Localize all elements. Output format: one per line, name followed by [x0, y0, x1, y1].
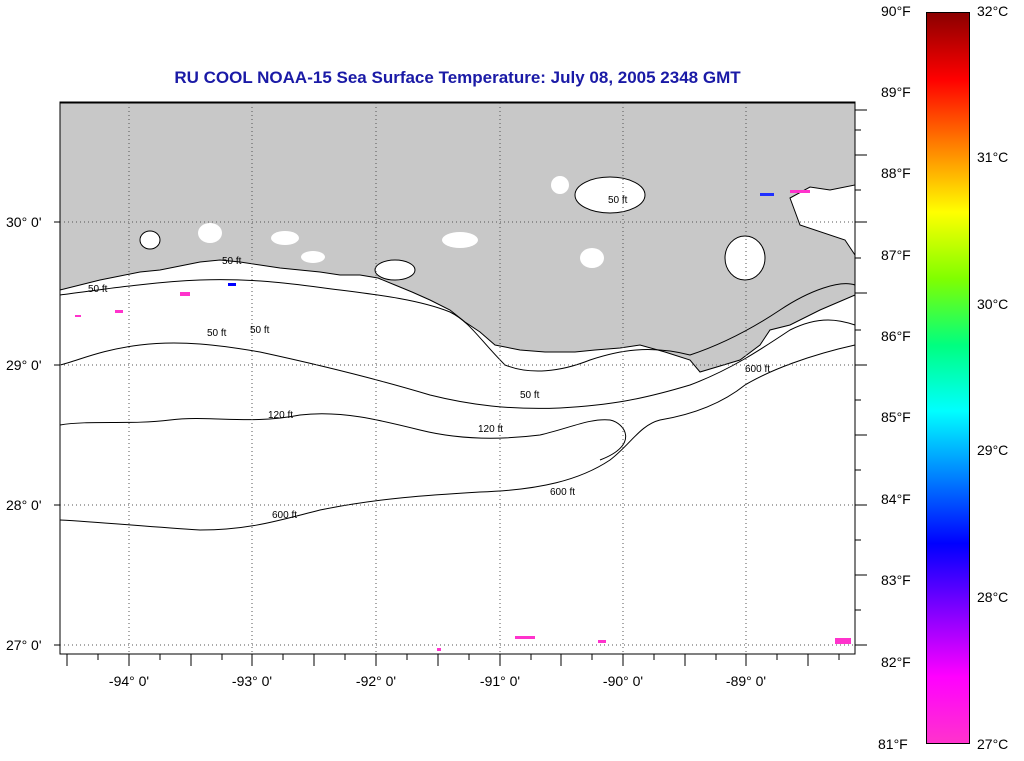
- colorbar-f-label: 81°F: [878, 736, 908, 752]
- colorbar-c-label: 29°C: [977, 442, 1009, 458]
- lake: [271, 231, 299, 245]
- contour-label: 600 ft: [272, 510, 297, 521]
- map-title: RU COOL NOAA-15 Sea Surface Temperature:…: [174, 68, 741, 87]
- colorbar-f-label: 85°F: [881, 409, 911, 425]
- colorbar-f-label: 86°F: [881, 328, 911, 344]
- lon-label: -94° 0': [108, 673, 150, 689]
- sst-pixels: [75, 190, 851, 651]
- lon-label: -91° 0': [479, 673, 521, 689]
- lake: [580, 248, 604, 268]
- colorbar-c-label: 31°C: [977, 149, 1009, 165]
- colorbar-c-label: 28°C: [977, 589, 1009, 605]
- lat-label: 27° 0': [6, 637, 42, 653]
- colorbar-f-label: 82°F: [881, 654, 911, 670]
- lake: [301, 251, 325, 263]
- lake: [574, 176, 646, 214]
- lat-gridlines: [60, 221, 855, 646]
- contour-120ft: [59, 319, 856, 409]
- colorbar-f-label: 88°F: [881, 165, 911, 181]
- lake: [442, 232, 478, 248]
- lat-label: 29° 0': [6, 357, 42, 373]
- lon-label: -92° 0': [355, 673, 397, 689]
- colorbar-c-label: 27°C: [977, 736, 1009, 752]
- colorbar-c-label: 32°C: [977, 3, 1009, 19]
- colorbar-f-label: 83°F: [881, 572, 911, 588]
- lake: [139, 230, 161, 250]
- contour-label: 600 ft: [550, 487, 575, 498]
- lake: [724, 235, 766, 281]
- contour-label: 50 ft: [608, 195, 628, 206]
- contour-label: 50 ft: [88, 284, 108, 295]
- contour-label: 50 ft: [207, 328, 227, 339]
- lon-label: -89° 0': [725, 673, 767, 689]
- colorbar-f-label: 89°F: [881, 84, 911, 100]
- lon-label: -93° 0': [231, 673, 273, 689]
- lake: [551, 176, 569, 194]
- right-ticks: [855, 109, 867, 646]
- colorbar-f-label: 87°F: [881, 247, 911, 263]
- contour-label: 120 ft: [478, 424, 503, 435]
- lake: [374, 259, 416, 281]
- contour-120ft-deep: [59, 413, 627, 461]
- colorbar-c-label: 30°C: [977, 296, 1009, 312]
- lat-label: 28° 0': [6, 497, 42, 513]
- contour-600ft: [59, 344, 856, 531]
- contour-label: 120 ft: [268, 410, 293, 421]
- left-ticks: [54, 221, 60, 646]
- colorbar-f-label: 90°F: [881, 3, 911, 19]
- bottom-ticks: [66, 654, 840, 666]
- lake: [198, 223, 222, 243]
- contour-label: 50 ft: [222, 256, 242, 267]
- contour-label: 50 ft: [250, 325, 270, 336]
- colorbar-f-label: 84°F: [881, 491, 911, 507]
- lat-label: 30° 0': [6, 214, 42, 230]
- contour-label: 600 ft: [745, 364, 770, 375]
- colorbar: [926, 12, 970, 744]
- contour-label: 50 ft: [520, 390, 540, 401]
- lon-label: -90° 0': [602, 673, 644, 689]
